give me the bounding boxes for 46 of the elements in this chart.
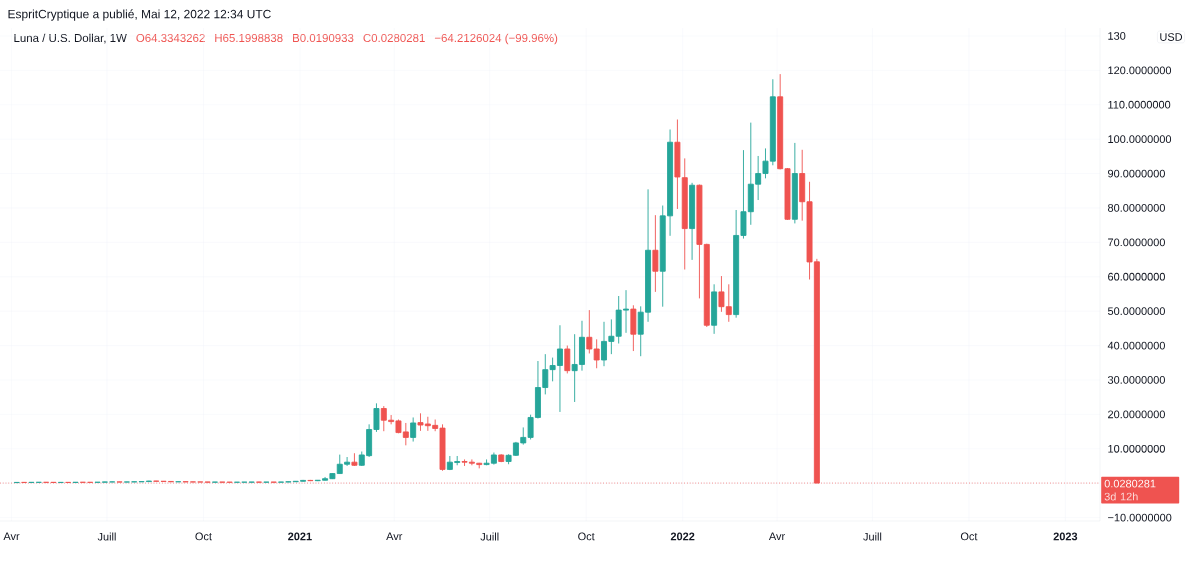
y-tick-label: 30.0000000 [1107,376,1165,384]
y-tick-label: −10.0000000 [1108,513,1172,522]
text: 3d 12h [1104,492,1138,501]
candlestick [689,182,696,261]
x-tick-label: Avr [768,532,785,541]
candlestick [351,452,358,467]
x-tick-label: Juill [480,532,499,541]
x-tick-label: Juill [863,532,882,541]
candlestick [630,304,637,352]
candlestick [652,214,659,293]
y-tick-label: 120.0000000 [1108,66,1172,75]
annotation: O64.3343262 [136,33,205,43]
y-tick-label: 50.0000000 [1107,307,1165,316]
y-tick-label: 100.0000000 [1108,135,1172,144]
y-tick-label: 20.0000000 [1108,410,1165,419]
y-tick-label: 40.0000000 [1107,341,1165,350]
candlestick [711,283,718,335]
x-tick-label: Oct [578,532,595,541]
annotation: −64.2126024 (−99.96%) [434,33,558,45]
x-tick-label: 2021 [288,532,312,541]
candlestick [13,481,20,484]
x-tick-label: Avr [3,532,20,541]
y-tick-label: 80.0000000 [1107,204,1165,212]
y-tick-label: 60.0000000 [1108,272,1165,281]
text: USD [1160,33,1183,41]
x-tick-label: Juill [97,532,116,541]
ref-line-label: 0.0280281 [1104,479,1156,488]
chart-title: EspritCryptique a publié, Mai 12, 2022 12:34 UTC [8,9,271,21]
y-tick-label: 10.0000000 [1108,444,1165,453]
candlestick [564,345,571,374]
candlestick [791,142,798,224]
annotation: B0.0190933 [293,33,354,43]
candlestick [498,453,505,463]
x-tick-label: Avr [386,532,403,541]
x-tick-label: Oct [960,532,978,541]
annotation: C0.0280281 [363,33,425,43]
annotation: H65.1998838 [215,33,283,43]
y-tick-label: 130 [1108,32,1126,40]
chart-subtitle: Luna / U.S. Dollar, 1W [14,33,127,44]
y-tick-label: 70.0000000 [1108,238,1165,247]
y-tick-label: 90.0000000 [1108,169,1165,178]
y-tick-label: 110.0000000 [1108,100,1171,109]
x-tick-label: 2022 [670,532,695,541]
x-tick-label: 2023 [1053,532,1078,541]
x-tick-label: Oct [195,532,212,541]
candlestick [410,417,417,442]
